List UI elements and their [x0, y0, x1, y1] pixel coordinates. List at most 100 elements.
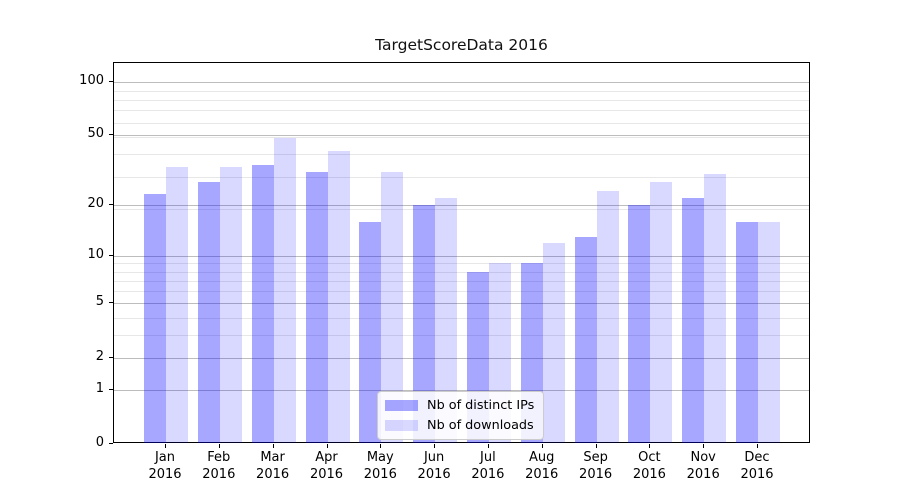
bar-downloads-apr — [327, 150, 350, 443]
x-tick-mark — [649, 444, 651, 448]
minor-gridline — [114, 176, 809, 178]
minor-gridline — [114, 136, 809, 138]
bar-downloads-aug — [542, 242, 565, 443]
x-tick-label: Nov 2016 — [671, 450, 735, 483]
bar-distinct-ips-feb — [197, 182, 220, 443]
minor-gridline — [114, 99, 809, 101]
x-tick-label: Aug 2016 — [510, 450, 574, 483]
minor-gridline — [114, 317, 809, 319]
bar-distinct-ips-may — [359, 221, 382, 443]
y-tick-mark — [109, 356, 113, 358]
x-tick-month: Oct — [638, 450, 661, 465]
x-tick-month: Jun — [423, 450, 445, 465]
x-tick-label: Sep 2016 — [564, 450, 628, 483]
major-gridline — [114, 135, 809, 137]
x-tick-label: Jun 2016 — [402, 450, 466, 483]
x-tick-mark — [541, 444, 543, 448]
y-tick-mark — [109, 302, 113, 304]
x-tick-month: Aug — [528, 450, 555, 465]
x-tick-year: 2016 — [632, 466, 666, 482]
x-tick-mark — [165, 444, 166, 448]
x-tick-year: 2016 — [148, 466, 182, 482]
bar-distinct-ips-oct — [628, 204, 651, 443]
minor-gridline — [114, 263, 809, 265]
x-tick-month: Jan — [154, 450, 176, 465]
bar-downloads-nov — [704, 174, 727, 443]
x-tick-year: 2016 — [686, 466, 720, 482]
bar-distinct-ips-sep — [574, 236, 597, 443]
x-tick-month: Nov — [690, 450, 716, 465]
x-tick-year: 2016 — [471, 466, 505, 482]
x-tick-mark — [326, 444, 328, 448]
y-tick-mark — [109, 443, 113, 444]
major-gridline — [114, 357, 809, 359]
major-gridline — [114, 204, 809, 206]
legend-swatch-downloads — [385, 420, 418, 431]
y-tick-label: 50 — [87, 126, 104, 142]
minor-gridline — [114, 208, 809, 210]
minor-gridline — [114, 82, 809, 84]
x-tick-mark — [703, 444, 705, 448]
x-tick-year: 2016 — [740, 466, 774, 482]
plot-area — [113, 62, 810, 443]
major-gridline — [114, 389, 809, 391]
x-tick-month: Dec — [744, 450, 770, 465]
x-tick-month: Apr — [315, 450, 338, 465]
bar-downloads-jun — [435, 197, 458, 443]
bar-downloads-feb — [219, 167, 242, 443]
bar-distinct-ips-jan — [144, 194, 166, 443]
y-tick-mark — [109, 203, 113, 205]
minor-gridline — [114, 122, 809, 124]
major-gridline — [114, 303, 809, 305]
x-tick-year: 2016 — [256, 466, 290, 482]
y-tick-mark — [109, 134, 113, 136]
y-tick-mark — [109, 80, 113, 82]
minor-gridline — [114, 271, 809, 273]
x-tick-label: Mar 2016 — [241, 450, 305, 483]
y-tick-label: 100 — [79, 72, 104, 88]
x-tick-mark — [272, 444, 274, 448]
x-tick-year: 2016 — [417, 466, 451, 482]
x-tick-month: Sep — [583, 450, 608, 465]
x-tick-mark — [595, 444, 597, 448]
minor-gridline — [114, 90, 809, 92]
bar-distinct-ips-mar — [251, 164, 274, 443]
bar-downloads-sep — [596, 191, 619, 443]
x-tick-year: 2016 — [525, 466, 559, 482]
y-tick-label: 0 — [95, 435, 104, 450]
y-tick-mark — [109, 254, 113, 256]
x-tick-label: May 2016 — [348, 450, 412, 483]
y-tick-label: 5 — [95, 294, 104, 310]
x-tick-mark — [218, 444, 220, 448]
y-tick-label: 10 — [87, 246, 104, 262]
bar-downloads-mar — [273, 138, 296, 443]
x-tick-label: Apr 2016 — [295, 450, 359, 483]
bar-downloads-dec — [758, 221, 780, 443]
x-tick-year: 2016 — [309, 466, 344, 482]
bar-distinct-ips-dec — [736, 221, 758, 443]
minor-gridline — [114, 291, 809, 293]
bar-distinct-ips-jun — [413, 204, 436, 443]
x-tick-mark — [757, 444, 758, 448]
legend-entry: Nb of distinct IPs — [385, 398, 534, 413]
y-tick-label: 1 — [95, 380, 104, 396]
x-tick-mark — [380, 444, 382, 448]
x-tick-label: Feb 2016 — [187, 450, 251, 483]
bar-downloads-oct — [650, 182, 673, 443]
legend-label: Nb of downloads — [427, 418, 534, 433]
legend-label: Nb of distinct IPs — [427, 398, 535, 413]
x-tick-year: 2016 — [579, 466, 613, 482]
y-tick-label: 2 — [95, 348, 104, 364]
x-tick-label: Jan 2016 — [133, 450, 197, 483]
y-tick-label: 20 — [87, 195, 104, 211]
x-tick-year: 2016 — [363, 466, 397, 482]
minor-gridline — [114, 154, 809, 156]
x-tick-mark — [434, 444, 436, 448]
minor-gridline — [114, 280, 809, 282]
x-tick-month: Jul — [480, 450, 496, 465]
x-tick-month: May — [366, 450, 394, 465]
chart-title: TargetScoreData 2016 — [375, 36, 548, 54]
major-gridline — [114, 81, 809, 83]
x-tick-label: Jul 2016 — [456, 450, 520, 483]
